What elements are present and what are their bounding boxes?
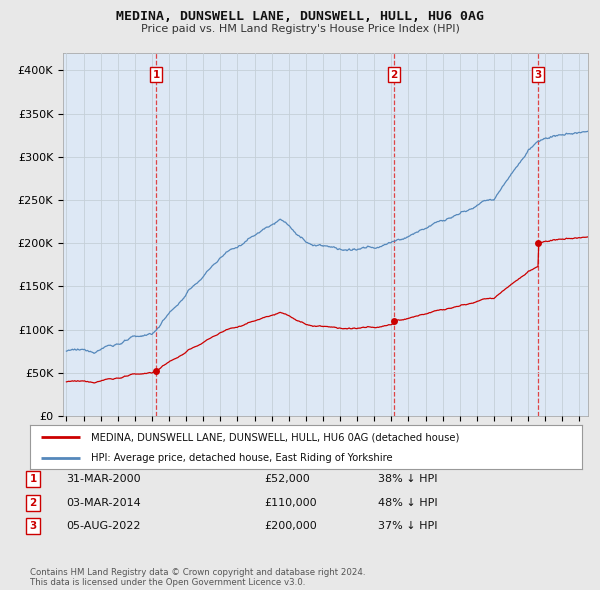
Text: 31-MAR-2000: 31-MAR-2000: [66, 474, 140, 484]
Text: 2: 2: [29, 498, 37, 507]
Text: 03-MAR-2014: 03-MAR-2014: [66, 498, 141, 507]
Text: 3: 3: [29, 522, 37, 531]
Text: 1: 1: [152, 70, 160, 80]
Text: HPI: Average price, detached house, East Riding of Yorkshire: HPI: Average price, detached house, East…: [91, 453, 392, 463]
Text: Contains HM Land Registry data © Crown copyright and database right 2024.
This d: Contains HM Land Registry data © Crown c…: [30, 568, 365, 587]
Text: MEDINA, DUNSWELL LANE, DUNSWELL, HULL, HU6 0AG: MEDINA, DUNSWELL LANE, DUNSWELL, HULL, H…: [116, 10, 484, 23]
Text: 1: 1: [29, 474, 37, 484]
Text: 37% ↓ HPI: 37% ↓ HPI: [378, 522, 437, 531]
Text: Price paid vs. HM Land Registry's House Price Index (HPI): Price paid vs. HM Land Registry's House …: [140, 25, 460, 34]
Text: 05-AUG-2022: 05-AUG-2022: [66, 522, 140, 531]
Text: 3: 3: [535, 70, 542, 80]
Text: 38% ↓ HPI: 38% ↓ HPI: [378, 474, 437, 484]
Text: £52,000: £52,000: [264, 474, 310, 484]
Text: £200,000: £200,000: [264, 522, 317, 531]
Text: 48% ↓ HPI: 48% ↓ HPI: [378, 498, 437, 507]
Text: £110,000: £110,000: [264, 498, 317, 507]
Text: MEDINA, DUNSWELL LANE, DUNSWELL, HULL, HU6 0AG (detached house): MEDINA, DUNSWELL LANE, DUNSWELL, HULL, H…: [91, 432, 459, 442]
Text: 2: 2: [391, 70, 398, 80]
